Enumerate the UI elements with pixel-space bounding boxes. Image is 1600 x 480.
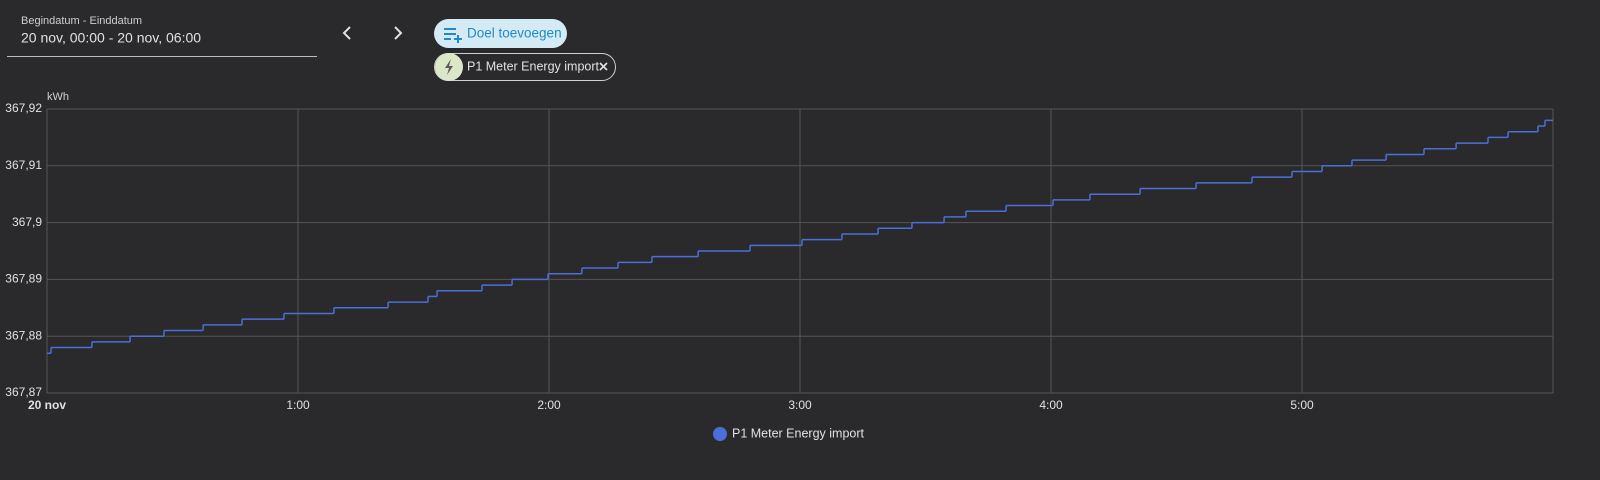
y-tick-label: 367,88: [5, 328, 42, 342]
y-tick-label: 367,89: [5, 272, 42, 286]
chip-border: [434, 53, 616, 81]
x-tick-label: 5:00: [1290, 398, 1314, 412]
button-background: [434, 19, 567, 48]
button-icon: [444, 28, 462, 43]
y-tick-label: 367,92: [5, 101, 42, 115]
date-field-value[interactable]: 20 nov, 00:00 - 20 nov, 06:00: [21, 30, 201, 46]
y-axis-title: kWh: [47, 91, 69, 103]
x-tick-label: 20 nov: [28, 398, 66, 412]
previous-button[interactable]: [342, 26, 351, 40]
chip-icon: [445, 59, 453, 75]
x-tick-label: 1:00: [286, 398, 310, 412]
x-tick-label: 2:00: [537, 398, 561, 412]
add-target-button[interactable]: Doel toevoegen: [434, 19, 567, 48]
x-tick-label: 4:00: [1039, 398, 1063, 412]
legend-item[interactable]: P1 Meter Energy import: [713, 426, 865, 441]
chip-remove[interactable]: [599, 62, 608, 71]
y-tick-label: 367,91: [5, 158, 42, 172]
button-label: Doel toevoegen: [467, 26, 562, 41]
legend-label: P1 Meter Energy import: [732, 426, 865, 440]
next-button[interactable]: [394, 26, 403, 40]
y-tick-label: 367,87: [5, 385, 42, 399]
target-chip: P1 Meter Energy import: [434, 53, 616, 81]
series-line: [47, 119, 1553, 354]
date-field-label: Begindatum - Einddatum: [21, 15, 142, 27]
x-tick-label: 3:00: [788, 398, 812, 412]
y-tick-label: 367,9: [12, 215, 42, 229]
chip-label: P1 Meter Energy import: [467, 59, 600, 73]
legend-swatch: [713, 427, 727, 441]
